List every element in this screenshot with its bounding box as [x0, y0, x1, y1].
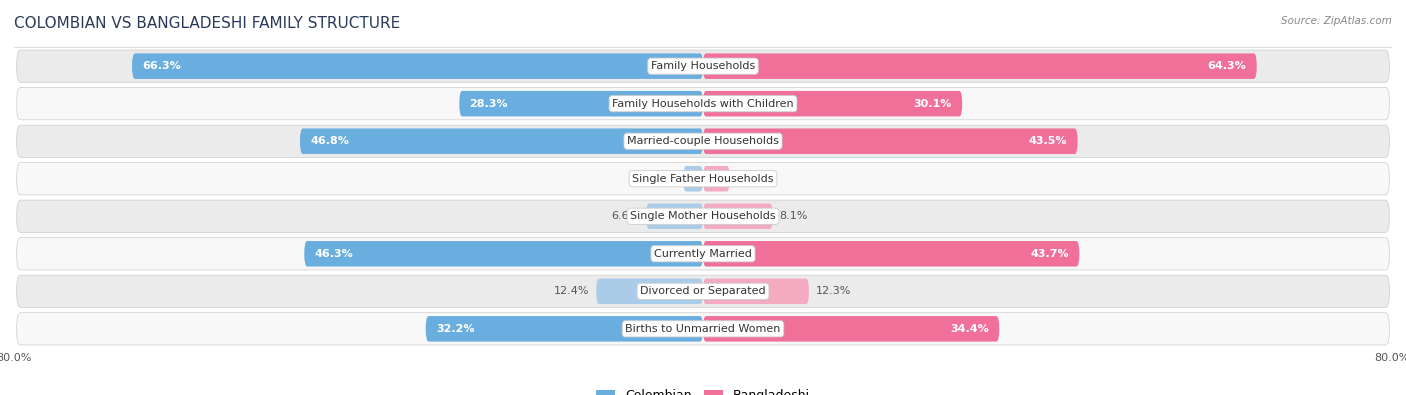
FancyBboxPatch shape — [647, 203, 703, 229]
Legend: Colombian, Bangladeshi: Colombian, Bangladeshi — [591, 384, 815, 395]
Text: 34.4%: 34.4% — [950, 324, 988, 334]
FancyBboxPatch shape — [299, 128, 703, 154]
Text: 43.5%: 43.5% — [1029, 136, 1067, 146]
Text: 6.6%: 6.6% — [612, 211, 640, 221]
FancyBboxPatch shape — [17, 88, 1389, 120]
FancyBboxPatch shape — [17, 313, 1389, 345]
Text: 28.3%: 28.3% — [470, 99, 508, 109]
FancyBboxPatch shape — [703, 91, 962, 117]
FancyBboxPatch shape — [17, 163, 1389, 195]
Text: 46.3%: 46.3% — [315, 249, 353, 259]
FancyBboxPatch shape — [132, 53, 703, 79]
FancyBboxPatch shape — [17, 238, 1389, 270]
FancyBboxPatch shape — [703, 278, 808, 304]
Text: 46.8%: 46.8% — [311, 136, 349, 146]
Text: 64.3%: 64.3% — [1208, 61, 1246, 71]
Text: Divorced or Separated: Divorced or Separated — [640, 286, 766, 296]
Text: Family Households: Family Households — [651, 61, 755, 71]
Text: 66.3%: 66.3% — [142, 61, 181, 71]
FancyBboxPatch shape — [703, 128, 1077, 154]
FancyBboxPatch shape — [304, 241, 703, 267]
Text: COLOMBIAN VS BANGLADESHI FAMILY STRUCTURE: COLOMBIAN VS BANGLADESHI FAMILY STRUCTUR… — [14, 16, 401, 31]
FancyBboxPatch shape — [683, 166, 703, 192]
Text: 3.1%: 3.1% — [737, 174, 765, 184]
FancyBboxPatch shape — [703, 203, 773, 229]
FancyBboxPatch shape — [596, 278, 703, 304]
Text: Married-couple Households: Married-couple Households — [627, 136, 779, 146]
Text: Source: ZipAtlas.com: Source: ZipAtlas.com — [1281, 16, 1392, 26]
Text: 12.4%: 12.4% — [554, 286, 589, 296]
FancyBboxPatch shape — [703, 316, 1000, 342]
Text: Births to Unmarried Women: Births to Unmarried Women — [626, 324, 780, 334]
Text: 43.7%: 43.7% — [1031, 249, 1069, 259]
Text: 32.2%: 32.2% — [436, 324, 475, 334]
Text: 2.3%: 2.3% — [648, 174, 676, 184]
FancyBboxPatch shape — [17, 200, 1389, 232]
FancyBboxPatch shape — [17, 275, 1389, 307]
Text: 8.1%: 8.1% — [780, 211, 808, 221]
Text: Family Households with Children: Family Households with Children — [612, 99, 794, 109]
FancyBboxPatch shape — [17, 50, 1389, 82]
FancyBboxPatch shape — [703, 53, 1257, 79]
Text: Single Father Households: Single Father Households — [633, 174, 773, 184]
FancyBboxPatch shape — [17, 125, 1389, 157]
FancyBboxPatch shape — [703, 166, 730, 192]
FancyBboxPatch shape — [460, 91, 703, 117]
Text: 30.1%: 30.1% — [914, 99, 952, 109]
Text: Currently Married: Currently Married — [654, 249, 752, 259]
Text: 12.3%: 12.3% — [815, 286, 851, 296]
Text: Single Mother Households: Single Mother Households — [630, 211, 776, 221]
FancyBboxPatch shape — [426, 316, 703, 342]
FancyBboxPatch shape — [703, 241, 1080, 267]
